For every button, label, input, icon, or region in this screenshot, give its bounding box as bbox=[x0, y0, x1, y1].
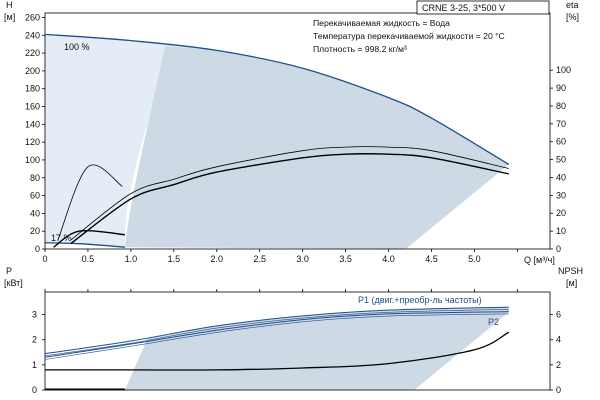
info-line-temperature: Температура перекачиваемой жидкости = 20… bbox=[313, 31, 505, 41]
y-tick-label-right: 50 bbox=[556, 155, 566, 165]
x-axis-label: Q [м³/ч] bbox=[524, 255, 555, 265]
y-tick-label-left: 140 bbox=[25, 119, 40, 129]
power-curve-outline bbox=[44, 309, 509, 357]
y-tick-label-right: 10 bbox=[556, 226, 566, 236]
x-tick-label: 5.0 bbox=[468, 254, 481, 264]
left-bottom-axis-label: P bbox=[6, 266, 12, 276]
y-tick-label-left: 180 bbox=[25, 84, 40, 94]
y-tick-label-right: 30 bbox=[556, 190, 566, 200]
left-top-axis-unit: [м] bbox=[4, 12, 15, 22]
info-line-fluid: Перекачиваемая жидкость = Вода bbox=[313, 18, 450, 28]
npsh-tick-label: 0 bbox=[556, 385, 561, 395]
p1-curve bbox=[44, 306, 509, 355]
speed-label-100: 100 % bbox=[64, 42, 90, 52]
y-tick-label-left: 80 bbox=[30, 173, 40, 183]
y-tick-label-right: 20 bbox=[556, 208, 566, 218]
x-tick-label: 4.0 bbox=[382, 254, 395, 264]
y-tick-label-right: 60 bbox=[556, 137, 566, 147]
right-top-axis-label: eta bbox=[566, 0, 579, 10]
x-tick-label: 0 bbox=[42, 254, 47, 264]
p2-label: P2 bbox=[488, 317, 499, 327]
y-tick-label-right: 0 bbox=[556, 244, 561, 254]
title-box bbox=[416, 0, 550, 15]
x-tick-label: 3.5 bbox=[339, 254, 352, 264]
y-tick-label-left: 240 bbox=[25, 30, 40, 40]
x-tick-label: 2.0 bbox=[211, 254, 224, 264]
x-tick-label: 1.5 bbox=[168, 254, 181, 264]
eta-curve-low-1 bbox=[57, 164, 123, 241]
x-tick-label: 0.5 bbox=[82, 254, 95, 264]
y-tick-label-left: 260 bbox=[25, 12, 40, 22]
x-tick-label: 1.0 bbox=[125, 254, 138, 264]
x-tick-label: 4.5 bbox=[425, 254, 438, 264]
right-bottom-axis-unit: [м] bbox=[566, 278, 577, 288]
y-tick-label-left: 160 bbox=[25, 102, 40, 112]
right-top-axis-unit: [%] bbox=[566, 12, 579, 22]
operating-region bbox=[124, 46, 509, 249]
y-tick-label-left: 40 bbox=[30, 208, 40, 218]
bottom-operating-area bbox=[124, 307, 509, 390]
y-tick-label-left: 220 bbox=[25, 48, 40, 58]
bottom-plot-frame bbox=[44, 291, 551, 391]
axes-ticks: 0 0.5 1.0 1.5 2.0 2.5 3.0 3.5 4.0 4.5 5.0020406080… bbox=[25, 12, 571, 395]
npsh-tick-label: 2 bbox=[556, 360, 561, 370]
p-tick-label: 1 bbox=[32, 360, 37, 370]
top-plot-frame bbox=[44, 12, 551, 250]
y-tick-label-right: 100 bbox=[556, 65, 571, 75]
left-top-axis-label: H bbox=[6, 0, 13, 10]
y-tick-label-left: 20 bbox=[30, 226, 40, 236]
power-curve-outline bbox=[44, 313, 509, 360]
eta-curve-total bbox=[70, 153, 509, 245]
y-tick-label-right: 40 bbox=[556, 172, 566, 182]
y-tick-label-left: 200 bbox=[25, 66, 40, 76]
eta-curve-low-2 bbox=[53, 229, 125, 248]
x-tick-label: 2.5 bbox=[253, 254, 266, 264]
eta-curve-pump bbox=[70, 146, 509, 241]
curves bbox=[44, 33, 510, 391]
head-curve-17 bbox=[44, 242, 125, 248]
npsh-tick-label: 6 bbox=[556, 310, 561, 320]
y-tick-label-right: 70 bbox=[556, 119, 566, 129]
right-bottom-axis-label: NPSH bbox=[558, 266, 583, 276]
head-curve-100 bbox=[44, 33, 510, 165]
y-tick-label-left: 120 bbox=[25, 137, 40, 147]
info-line-density: Плотность = 998.2 кг/м³ bbox=[313, 44, 407, 54]
power-operating-region bbox=[124, 307, 509, 390]
y-tick-label-left: 60 bbox=[30, 191, 40, 201]
chart-title: CRNE 3-25, 3*500 V bbox=[422, 3, 505, 13]
top-operating-area bbox=[45, 34, 509, 249]
y-tick-label-right: 90 bbox=[556, 83, 566, 93]
y-tick-label-left: 0 bbox=[35, 244, 40, 254]
npsh-curve bbox=[45, 331, 510, 371]
speed-label-17: 17 % bbox=[51, 233, 72, 243]
y-tick-label-left: 100 bbox=[25, 155, 40, 165]
low-flow-region bbox=[45, 34, 217, 248]
left-bottom-axis-unit: [кВт] bbox=[4, 278, 23, 288]
p-tick-label: 0 bbox=[32, 385, 37, 395]
p1-label: P1 (двиг.+преобр-ль частоты) bbox=[358, 295, 482, 305]
npsh-tick-label: 4 bbox=[556, 335, 561, 345]
y-tick-label-right: 80 bbox=[556, 101, 566, 111]
p2-curve bbox=[44, 311, 509, 358]
x-tick-label: 3.0 bbox=[296, 254, 309, 264]
p-tick-label: 2 bbox=[32, 335, 37, 345]
p-tick-label: 3 bbox=[32, 310, 37, 320]
